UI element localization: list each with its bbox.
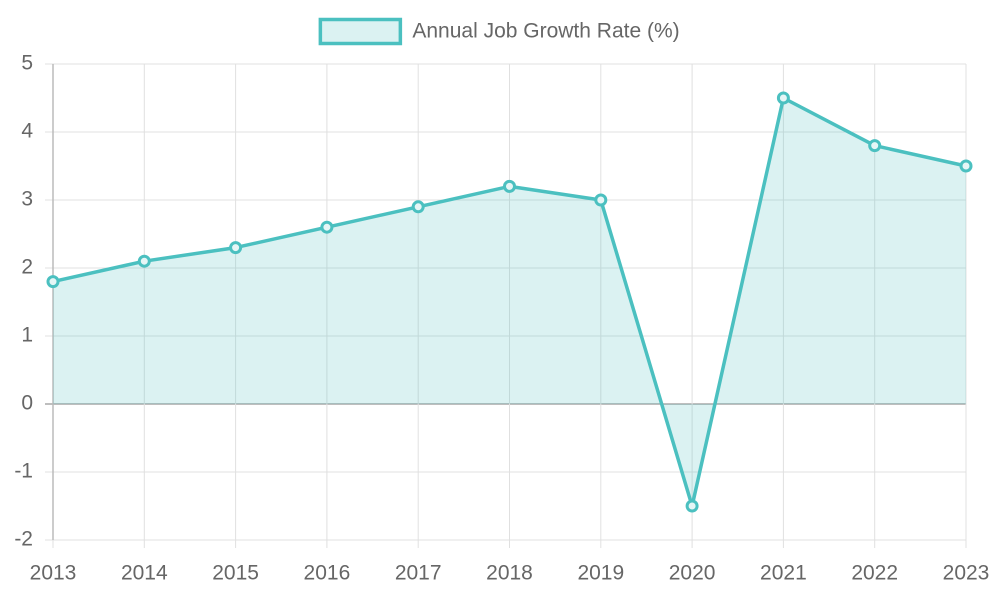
point: [959, 159, 973, 173]
x-tick-label: 2016: [304, 562, 351, 585]
x-tick-label: 2021: [760, 562, 807, 585]
point: [594, 193, 608, 207]
x-tick-label: 2020: [669, 562, 716, 585]
x-tick-label: 2013: [30, 562, 77, 585]
y-tick-label: 3: [21, 188, 33, 211]
point: [229, 241, 243, 255]
point: [137, 254, 151, 268]
y-tick-label: 1: [21, 324, 33, 347]
y-tick-label: 0: [21, 392, 33, 415]
x-tick-label: 2017: [395, 562, 442, 585]
point: [868, 139, 882, 153]
x-tick-label: 2018: [486, 562, 533, 585]
area: [53, 98, 966, 506]
y-tick-label: 4: [21, 120, 33, 143]
point: [411, 200, 425, 214]
point: [320, 220, 334, 234]
y-tick-label: 2: [21, 256, 33, 279]
y-tick-label: -1: [14, 460, 33, 483]
x-tick-label: 2023: [943, 562, 990, 585]
point: [685, 499, 699, 513]
y-tick-label: 5: [21, 52, 33, 75]
x-tick-label: 2015: [212, 562, 259, 585]
legend-label: Annual Job Growth Rate (%): [412, 20, 679, 43]
legend-swatch: [318, 17, 403, 46]
x-tick-label: 2019: [577, 562, 624, 585]
x-tick-label: 2022: [851, 562, 898, 585]
point: [503, 179, 516, 193]
point: [46, 275, 60, 289]
x-tick-label: 2014: [121, 562, 168, 585]
point: [776, 91, 790, 105]
y-tick-label: -2: [14, 528, 33, 551]
